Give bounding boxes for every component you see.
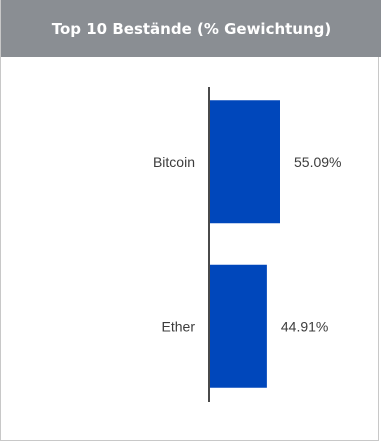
category-label-ether: Ether	[162, 318, 196, 334]
holdings-bar-chart: Bitcoin 55.09% Ether 44.91%	[1, 57, 381, 442]
category-label-bitcoin: Bitcoin	[153, 154, 195, 170]
chart-canvas: Bitcoin 55.09% Ether 44.91%	[153, 87, 341, 402]
bar-ether	[209, 264, 267, 388]
value-label-bitcoin: 55.09%	[294, 154, 341, 170]
bar-bitcoin	[209, 100, 280, 224]
value-label-ether: 44.91%	[281, 318, 328, 334]
card-title: Top 10 Bestände (% Gewichtung)	[51, 19, 332, 38]
card-header: Top 10 Bestände (% Gewichtung)	[1, 0, 381, 57]
